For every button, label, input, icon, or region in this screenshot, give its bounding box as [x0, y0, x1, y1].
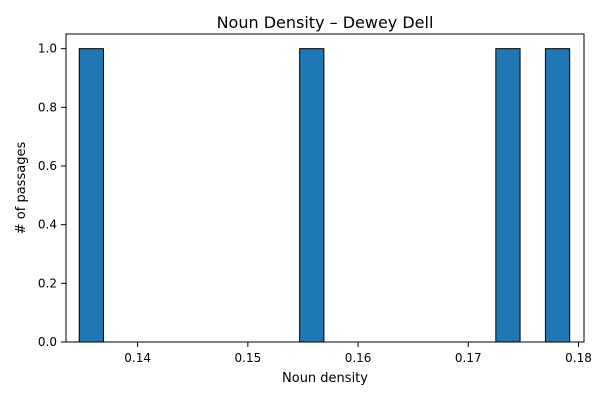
histogram-bar-3: [495, 48, 521, 343]
x-axis-label: Noun density: [282, 371, 368, 386]
x-axis-ticks: 0.14 0.15 0.16 0.17 0.18: [124, 342, 592, 365]
histogram-bar-4: [544, 48, 571, 343]
y-axis-label: # of passages: [14, 142, 29, 235]
y-tick-label: 0.0: [38, 335, 57, 349]
y-tick-label: 0.4: [38, 218, 57, 232]
y-tick-label: 0.2: [38, 276, 57, 290]
x-tick-label: 0.14: [124, 351, 151, 365]
bars-group: [78, 48, 571, 343]
chart-title: Noun Density – Dewey Dell: [217, 13, 434, 32]
y-tick-label: 1.0: [38, 42, 57, 56]
plot-frame: [65, 33, 585, 343]
x-tick-label: 0.17: [455, 351, 482, 365]
x-tick-label: 0.18: [565, 351, 592, 365]
y-tick-label: 0.8: [38, 100, 57, 114]
histogram-bar-1: [78, 48, 104, 343]
x-tick-label: 0.16: [345, 351, 372, 365]
y-axis-ticks: 0.0 0.2 0.4 0.6 0.8 1.0: [38, 42, 66, 349]
x-tick-label: 0.15: [234, 351, 261, 365]
y-tick-label: 0.6: [38, 159, 57, 173]
histogram-bar-2: [299, 48, 325, 343]
